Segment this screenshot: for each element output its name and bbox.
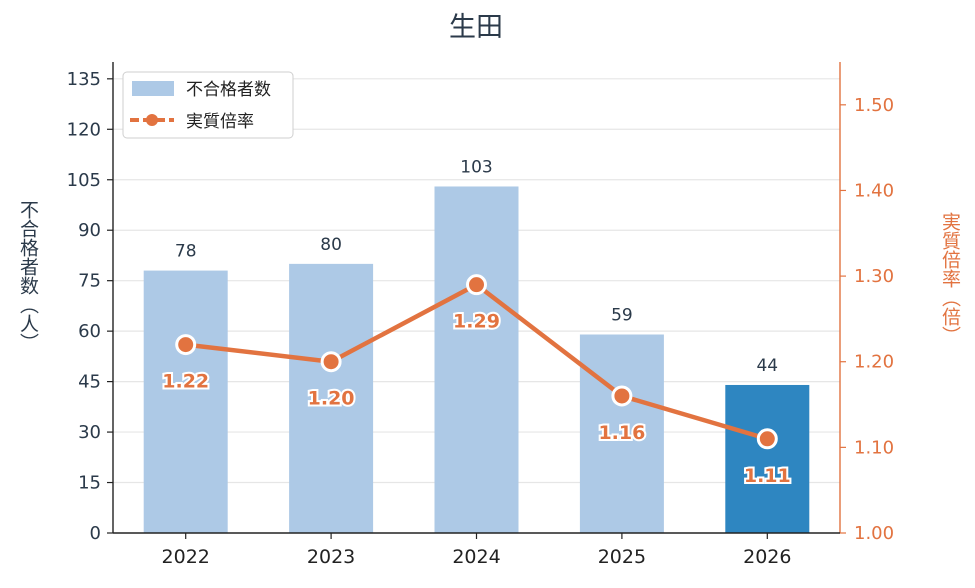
x-tick-label: 2026: [743, 546, 791, 568]
line-point-2022: [175, 334, 197, 356]
y-right-tick-label: 1.50: [854, 95, 894, 116]
y-left-tick-label: 15: [78, 473, 101, 494]
bar-2024: [434, 186, 519, 533]
axes: 0 15 30 45 60 75 90 105 120 135 1.00 1.10 1.20 1.30 1.…: [67, 62, 894, 568]
line-point-2026: [756, 428, 778, 450]
y-left-tick-label: 120: [67, 119, 101, 140]
y-left-tick-label: 30: [78, 422, 101, 443]
chart-title: 生田: [449, 12, 503, 43]
legend-line-marker: [146, 114, 158, 126]
line-value-label: 1.22: [162, 371, 209, 393]
legend: 不合格者数 実質倍率: [122, 71, 294, 139]
line-value-label: 1.20: [308, 388, 355, 410]
y-left-tick-label: 45: [78, 372, 101, 393]
line-value-label: 1.11: [744, 465, 791, 487]
y-left-tick-label: 135: [67, 69, 101, 90]
y-left-tick-label: 90: [78, 220, 101, 241]
bar-series: [143, 186, 810, 533]
y-right-tick-label: 1.10: [854, 437, 894, 458]
y-left-tick-label: 105: [67, 170, 101, 191]
y-left-tick-label: 60: [78, 321, 101, 342]
y-axis-left-label: 不合格者数（人）: [17, 200, 39, 352]
line-point-2023: [320, 351, 342, 373]
line-series: [175, 274, 778, 450]
y-left-tick-label: 0: [90, 523, 101, 544]
x-tick-label: 2022: [162, 546, 210, 568]
line-value-label: 1.16: [598, 422, 645, 444]
y-left-tick-label: 75: [78, 271, 101, 292]
bar-value-label: 59: [611, 306, 633, 326]
y-right-tick-label: 1.40: [854, 180, 894, 201]
y-right-tick-label: 1.30: [854, 266, 894, 287]
legend-line-label: 実質倍率: [186, 112, 254, 132]
x-tick-label: 2023: [307, 546, 355, 568]
legend-bar-swatch: [132, 81, 174, 96]
x-tick-label: 2024: [452, 546, 500, 568]
data-labels: 78 80 103 59 44 1.22 1.20 1.29 1.16 1.11: [160, 157, 792, 488]
bar-2022: [143, 270, 228, 533]
line-value-label: 1.29: [453, 311, 500, 333]
bar-value-label: 44: [756, 356, 778, 376]
x-tick-label: 2025: [598, 546, 646, 568]
line-point-2025: [611, 385, 633, 407]
bar-value-label: 80: [320, 235, 342, 255]
bar-value-label: 103: [460, 157, 492, 177]
bar-2023: [289, 263, 374, 533]
bar-2025: [579, 334, 664, 533]
bar-2026: [725, 384, 810, 533]
bar-value-label: 78: [175, 242, 197, 262]
y-axis-right-label: 実質倍率（倍）: [939, 212, 961, 345]
y-right-tick-label: 1.00: [854, 523, 894, 544]
line-point-2024: [466, 274, 487, 296]
y-right-tick-label: 1.20: [854, 352, 894, 373]
legend-bar-label: 不合格者数: [186, 80, 271, 100]
